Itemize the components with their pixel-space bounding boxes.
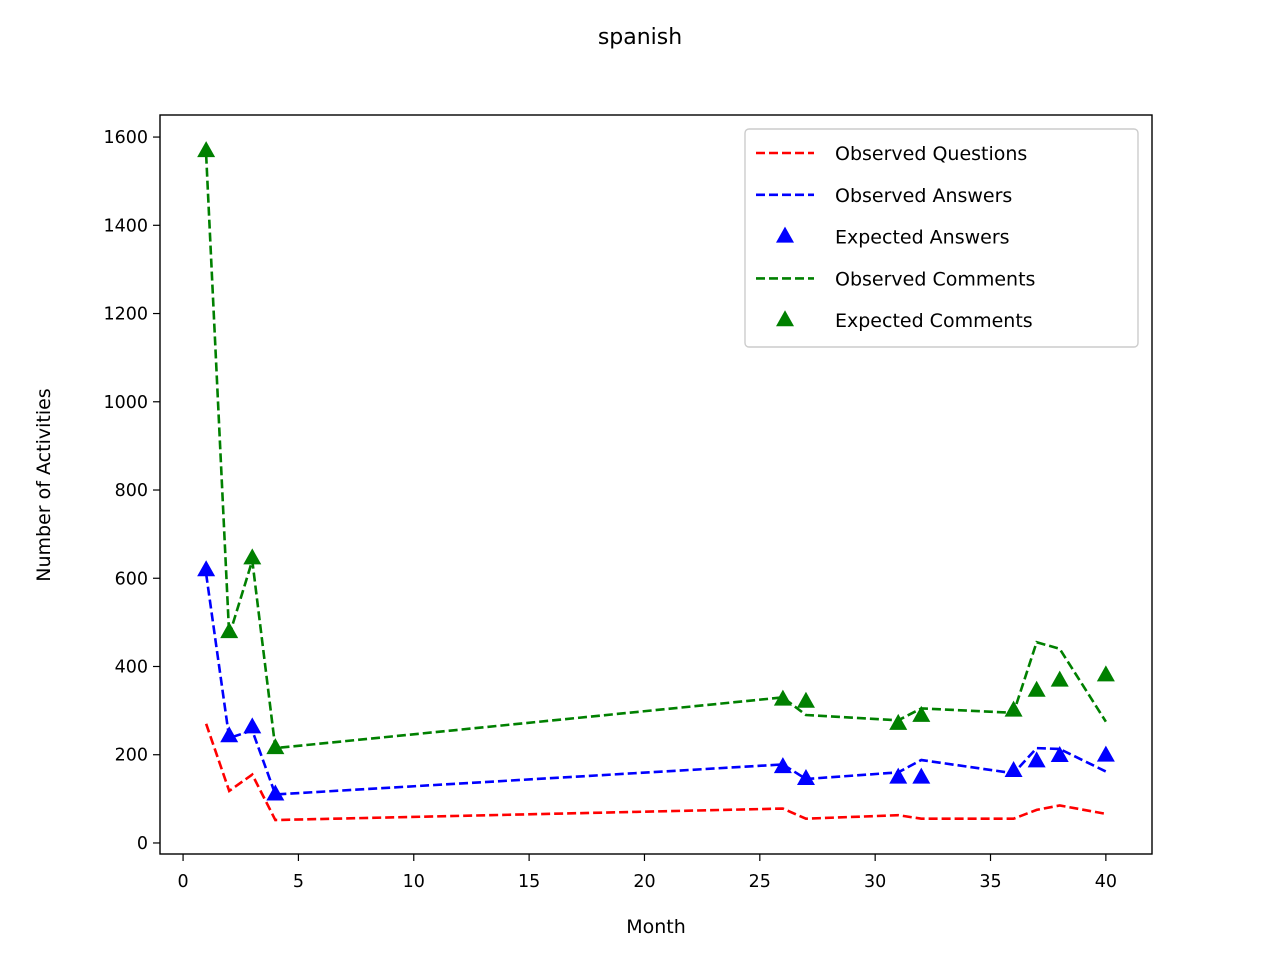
- legend-swatch: [776, 226, 794, 243]
- legend-item: Expected Answers: [776, 226, 1010, 249]
- data-point-expected-comments: [1027, 680, 1046, 697]
- x-tick-label: 20: [633, 872, 655, 892]
- x-tick-label: 0: [177, 872, 188, 892]
- data-point-expected-answers: [220, 726, 239, 743]
- legend-item: Observed Comments: [756, 268, 1035, 290]
- legend-label: Observed Answers: [835, 185, 1012, 207]
- data-point-expected-comments: [266, 738, 285, 755]
- legend-item: Observed Answers: [756, 185, 1012, 207]
- y-tick-label: 1000: [103, 393, 148, 413]
- y-tick-label: 200: [115, 746, 148, 766]
- data-point-expected-answers: [1027, 751, 1046, 768]
- y-axis-label: Number of Activities: [33, 388, 55, 581]
- legend-swatch: [776, 310, 794, 327]
- series-expected-answers: [197, 560, 1115, 801]
- data-point-expected-answers: [889, 767, 908, 784]
- series-line-observed-comments: [204, 154, 1107, 750]
- data-point-expected-answers: [912, 767, 931, 784]
- y-tick-label: 1600: [103, 128, 148, 148]
- x-tick-label: 5: [293, 872, 304, 892]
- series-line-observed-questions: [204, 723, 1107, 822]
- y-tick-label: 600: [115, 569, 148, 589]
- legend-item: Expected Comments: [776, 310, 1033, 332]
- data-point-expected-comments: [796, 691, 815, 708]
- series-observed-questions: [204, 723, 1107, 822]
- series-line-observed-answers: [204, 573, 1107, 796]
- x-tick-label: 30: [864, 872, 886, 892]
- legend-label: Observed Questions: [835, 143, 1027, 165]
- legend-frame: [744, 128, 1139, 348]
- y-tick-label: 0: [137, 834, 148, 854]
- chart-title: spanish: [598, 25, 682, 50]
- series-observed-comments: [204, 154, 1107, 750]
- data-point-expected-comments: [1050, 670, 1069, 687]
- x-axis: 0 5 10 15 20 25 30 35 40: [177, 854, 1117, 892]
- legend-label: Observed Comments: [835, 268, 1035, 290]
- x-tick-label: 10: [403, 872, 425, 892]
- data-point-expected-answers: [243, 717, 262, 734]
- legend-label: Expected Answers: [835, 227, 1010, 249]
- plot-area: [159, 114, 1153, 855]
- y-tick-label: 1400: [103, 216, 148, 236]
- series-observed-answers: [204, 573, 1107, 796]
- y-tick-label: 800: [115, 481, 148, 501]
- data-point-expected-comments: [889, 713, 908, 730]
- data-point-expected-comments: [1004, 700, 1023, 717]
- y-tick-label: 400: [115, 657, 148, 677]
- data-point-expected-comments: [197, 141, 216, 158]
- x-tick-label: 15: [518, 872, 540, 892]
- x-tick-label: 35: [979, 872, 1001, 892]
- y-axis: 0 200 400 600 800 1000 1200 1400 1600: [103, 128, 160, 854]
- x-axis-label: Month: [626, 916, 686, 938]
- legend-item: Observed Questions: [756, 143, 1027, 165]
- data-point-expected-answers: [1050, 746, 1069, 763]
- x-tick-label: 25: [749, 872, 771, 892]
- data-point-expected-answers: [197, 560, 216, 577]
- x-tick-label: 40: [1095, 872, 1117, 892]
- data-point-expected-comments: [1096, 665, 1115, 682]
- plot-layer: [197, 141, 1115, 822]
- data-point-expected-answers: [1096, 745, 1115, 762]
- series-expected-comments: [197, 141, 1115, 755]
- legend-label: Expected Comments: [835, 310, 1033, 332]
- data-point-expected-comments: [220, 622, 239, 639]
- data-point-expected-comments: [243, 548, 262, 565]
- data-point-expected-answers: [773, 757, 792, 774]
- data-point-expected-answers: [796, 768, 815, 785]
- y-tick-label: 1200: [103, 305, 148, 325]
- data-point-expected-comments: [773, 689, 792, 706]
- legend: Observed Questions Observed Answers Expect…: [744, 128, 1139, 348]
- data-point-expected-comments: [912, 705, 931, 722]
- data-point-expected-answers: [266, 784, 285, 801]
- data-point-expected-answers: [1004, 761, 1023, 778]
